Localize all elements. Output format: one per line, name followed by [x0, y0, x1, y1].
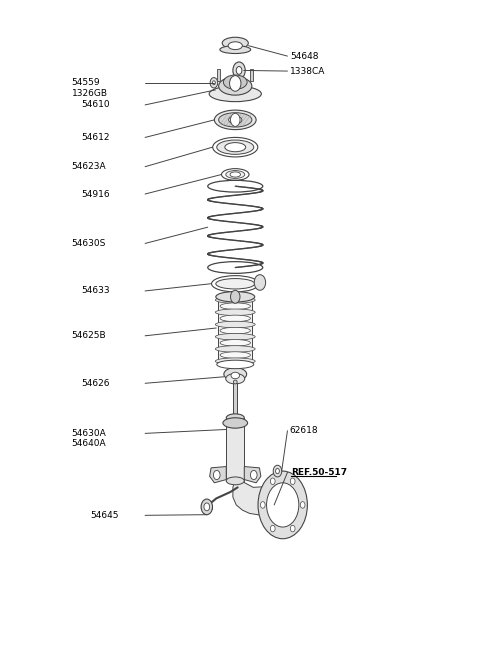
Text: 54559: 54559 [72, 78, 100, 87]
Ellipse shape [233, 380, 237, 384]
Ellipse shape [217, 140, 254, 154]
Ellipse shape [223, 418, 248, 428]
Circle shape [233, 62, 245, 79]
Bar [218, 297, 252, 365]
Circle shape [290, 525, 295, 532]
Circle shape [204, 503, 210, 511]
Ellipse shape [219, 113, 252, 127]
Ellipse shape [225, 142, 246, 152]
Ellipse shape [221, 169, 249, 180]
Circle shape [214, 470, 220, 480]
Ellipse shape [220, 340, 251, 346]
Circle shape [229, 75, 241, 91]
Text: 54630A: 54630A [72, 429, 107, 438]
Ellipse shape [222, 37, 248, 49]
Ellipse shape [228, 42, 242, 50]
Text: 54612: 54612 [81, 133, 109, 142]
Circle shape [300, 502, 305, 508]
Polygon shape [210, 466, 226, 483]
Ellipse shape [217, 360, 254, 369]
Ellipse shape [220, 303, 251, 310]
Text: 54633: 54633 [81, 287, 110, 295]
Bar [217, 69, 220, 81]
Ellipse shape [228, 116, 242, 124]
Circle shape [270, 525, 275, 532]
Ellipse shape [216, 297, 255, 303]
Circle shape [276, 468, 279, 474]
Ellipse shape [219, 77, 252, 95]
Circle shape [261, 502, 265, 508]
Text: 54626: 54626 [81, 379, 109, 388]
Text: 54625B: 54625B [72, 331, 106, 340]
Ellipse shape [223, 75, 247, 89]
Ellipse shape [216, 333, 255, 340]
Text: 1326GB: 1326GB [72, 89, 108, 98]
Text: 1338CA: 1338CA [290, 66, 325, 75]
Ellipse shape [215, 110, 256, 130]
Bar [201, 505, 213, 509]
Circle shape [266, 483, 299, 527]
Text: 62618: 62618 [290, 426, 318, 436]
Circle shape [230, 290, 240, 303]
Ellipse shape [226, 414, 244, 422]
Ellipse shape [220, 327, 251, 334]
Ellipse shape [216, 309, 255, 316]
Text: 54916: 54916 [81, 190, 110, 199]
Circle shape [290, 478, 295, 485]
Circle shape [254, 275, 265, 290]
Ellipse shape [220, 46, 251, 54]
Ellipse shape [220, 352, 251, 358]
Ellipse shape [209, 86, 261, 102]
Bar [233, 383, 237, 419]
Polygon shape [244, 466, 261, 483]
Circle shape [210, 77, 218, 88]
Ellipse shape [212, 276, 259, 292]
Text: REF.50-517: REF.50-517 [291, 468, 348, 477]
Ellipse shape [226, 171, 245, 178]
Ellipse shape [220, 315, 251, 321]
Bar [251, 69, 253, 81]
Circle shape [258, 471, 307, 539]
Circle shape [236, 66, 242, 74]
Ellipse shape [224, 367, 247, 380]
Bar [226, 418, 244, 481]
Text: 54630S: 54630S [72, 239, 106, 248]
Text: 54623A: 54623A [72, 162, 106, 171]
Ellipse shape [216, 346, 255, 352]
Ellipse shape [216, 291, 255, 302]
Ellipse shape [226, 373, 245, 384]
Circle shape [230, 113, 240, 127]
Circle shape [251, 470, 257, 480]
Ellipse shape [231, 372, 240, 379]
Circle shape [201, 499, 213, 515]
Ellipse shape [216, 358, 255, 365]
Circle shape [273, 465, 282, 477]
Text: 54610: 54610 [81, 100, 110, 110]
Ellipse shape [216, 321, 255, 328]
Text: 54648: 54648 [290, 52, 318, 60]
Ellipse shape [216, 279, 255, 289]
Ellipse shape [233, 417, 237, 421]
Text: 54645: 54645 [91, 511, 119, 520]
Circle shape [270, 478, 275, 485]
Ellipse shape [230, 172, 240, 177]
Text: 54640A: 54640A [72, 440, 106, 448]
Circle shape [213, 81, 216, 85]
Polygon shape [233, 471, 288, 516]
Ellipse shape [213, 137, 258, 157]
Ellipse shape [226, 477, 244, 485]
